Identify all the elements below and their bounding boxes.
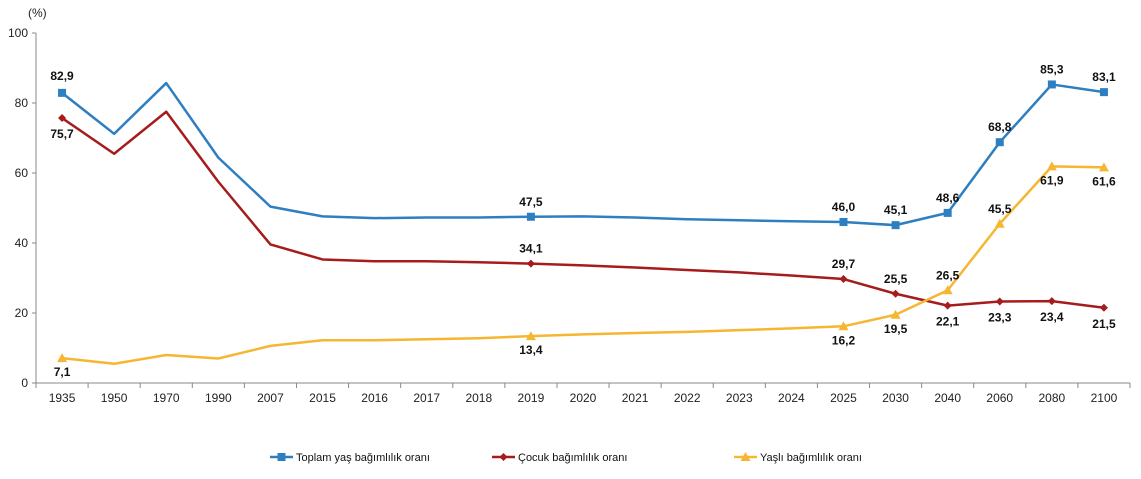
data-point — [1046, 161, 1057, 171]
data-point — [57, 353, 68, 363]
x-tick-label: 2017 — [413, 391, 440, 405]
data-label: 25,5 — [884, 272, 908, 286]
legend-label: Toplam yaş bağımlılık oranı — [296, 452, 430, 464]
y-tick-label: 100 — [8, 26, 28, 40]
x-tick-label: 2022 — [674, 391, 701, 405]
data-label: 75,7 — [50, 127, 74, 141]
x-tick-label: 2020 — [570, 391, 597, 405]
data-label: 34,1 — [519, 242, 543, 256]
x-tick-label: 2019 — [518, 391, 545, 405]
data-label: 82,9 — [50, 69, 74, 83]
x-tick-label: 2024 — [778, 391, 805, 405]
data-label: 61,9 — [1040, 173, 1064, 187]
x-tick-label: 2080 — [1039, 391, 1066, 405]
data-label: 46,0 — [832, 200, 856, 214]
data-point — [1099, 88, 1108, 97]
x-tick-label: 2060 — [986, 391, 1013, 405]
x-tick-label: 1990 — [205, 391, 232, 405]
x-tick-label: 1935 — [49, 391, 76, 405]
y-tick-label: 60 — [15, 166, 29, 180]
data-label: 23,4 — [1040, 310, 1064, 324]
y-tick-label: 0 — [21, 376, 28, 390]
x-tick-label: 2040 — [934, 391, 961, 405]
data-label: 48,6 — [936, 191, 960, 205]
data-point — [1047, 297, 1056, 306]
data-point — [525, 331, 536, 341]
data-point — [838, 321, 849, 331]
data-label: 26,5 — [936, 268, 960, 282]
data-point — [839, 275, 848, 284]
data-label: 29,7 — [832, 257, 856, 271]
x-tick-label: 2018 — [465, 391, 492, 405]
x-tick-label: 2023 — [726, 391, 753, 405]
y-tick-label: 80 — [15, 96, 29, 110]
x-tick-label: 2015 — [309, 391, 336, 405]
data-point — [994, 218, 1005, 228]
legend-marker — [499, 453, 508, 461]
x-tick-label: 2100 — [1091, 391, 1118, 405]
data-label: 22,1 — [936, 315, 960, 329]
data-label: 23,3 — [988, 310, 1012, 324]
data-label: 45,1 — [884, 203, 908, 217]
legend-marker — [277, 453, 286, 461]
data-label: 47,5 — [519, 195, 543, 209]
series-line — [61, 110, 1105, 309]
data-point — [890, 309, 901, 319]
legend-marker — [740, 452, 751, 461]
data-point — [1098, 162, 1109, 172]
data-label: 45,5 — [988, 202, 1012, 216]
y-tick-label: 20 — [15, 306, 29, 320]
x-tick-label: 1970 — [153, 391, 180, 405]
data-point — [891, 289, 900, 298]
data-point — [943, 301, 952, 310]
data-label: 83,1 — [1092, 70, 1116, 84]
x-tick-label: 2007 — [257, 391, 284, 405]
data-point — [839, 218, 848, 226]
data-label: 21,5 — [1092, 317, 1116, 331]
x-tick-label: 2025 — [830, 391, 857, 405]
data-label: 61,6 — [1092, 174, 1116, 188]
data-point — [942, 285, 953, 295]
y-tick-label: 40 — [15, 236, 29, 250]
x-tick-label: 2030 — [882, 391, 909, 405]
y-axis-unit-label: (%) — [28, 6, 47, 20]
legend-label: Yaşlı bağımlılık oranı — [760, 452, 862, 464]
data-point — [526, 259, 535, 268]
series-line — [61, 165, 1104, 365]
x-tick-label: 2016 — [361, 391, 388, 405]
data-label: 7,1 — [54, 365, 71, 379]
legend-label: Çocuk bağımlılık oranı — [518, 452, 627, 464]
data-point — [1099, 303, 1108, 312]
x-tick-label: 1950 — [101, 391, 128, 405]
data-point — [995, 138, 1004, 147]
data-point — [526, 212, 535, 221]
data-point — [58, 88, 67, 97]
data-point — [943, 208, 952, 217]
series-line — [61, 81, 1105, 227]
data-label: 19,5 — [884, 322, 908, 336]
data-label: 85,3 — [1040, 62, 1064, 76]
data-point — [58, 114, 67, 123]
data-label: 16,2 — [832, 333, 856, 347]
data-label: 13,4 — [519, 343, 543, 357]
data-label: 68,8 — [988, 120, 1012, 134]
data-point — [995, 297, 1004, 306]
data-point — [1047, 80, 1056, 89]
data-point — [891, 221, 900, 230]
x-tick-label: 2021 — [622, 391, 649, 405]
